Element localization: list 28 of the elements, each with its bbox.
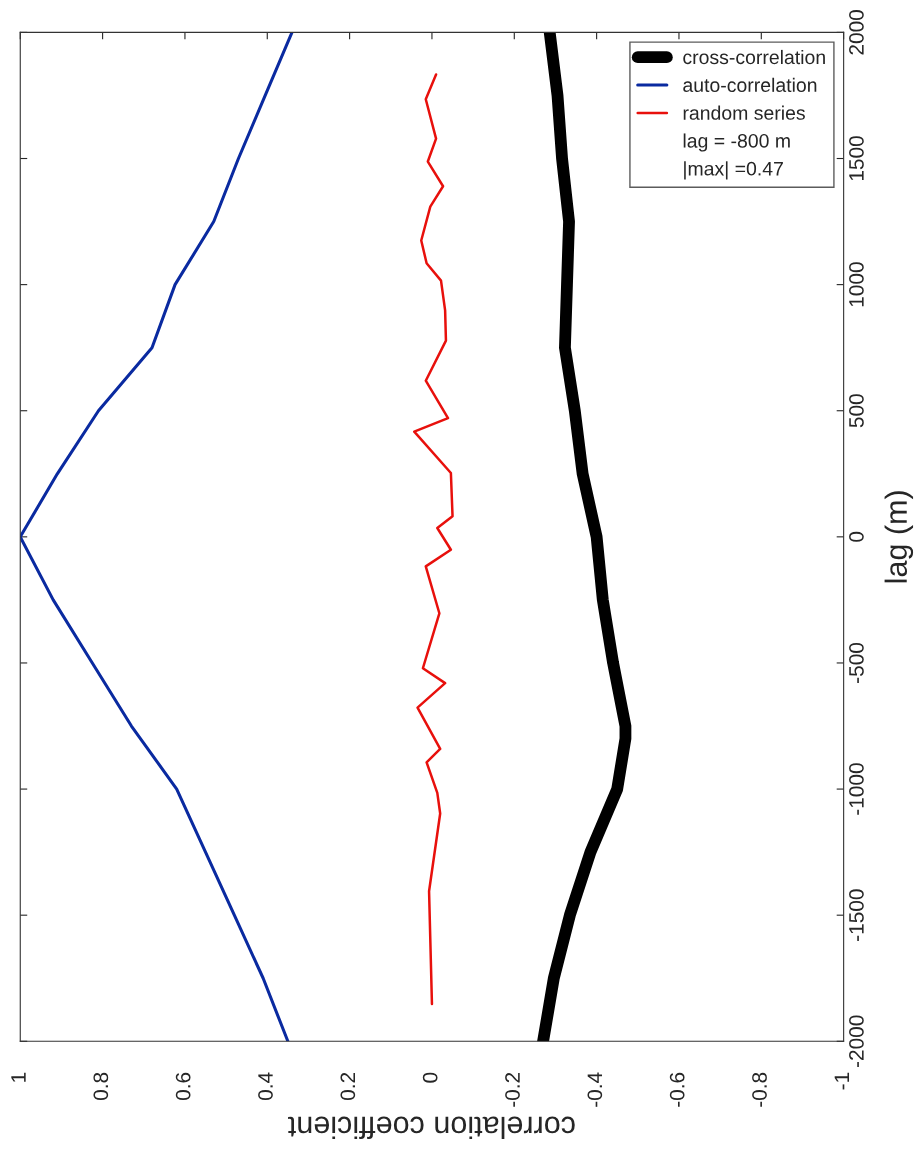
x-tick-label: -0.8 xyxy=(752,1072,767,1107)
y-tick-label: 1500 xyxy=(849,136,864,181)
x-tick-label: -0.4 xyxy=(587,1072,603,1107)
y-tick-label: 1000 xyxy=(849,262,864,307)
legend-label: auto-correlation xyxy=(683,77,817,93)
x-tick-label: 1 xyxy=(11,1072,26,1082)
legend-label: cross-correlation xyxy=(683,49,825,65)
y-tick-label: 500 xyxy=(849,394,864,428)
x-tick-label: 0.4 xyxy=(258,1072,273,1100)
y-tick-label: -1000 xyxy=(849,763,864,815)
x-tick-label: -0.2 xyxy=(505,1072,520,1107)
y-axis-title: lag (m) xyxy=(884,491,914,583)
y-tick-label: -1500 xyxy=(849,889,864,941)
x-tick-label: -1 xyxy=(834,1072,850,1090)
y-tick-label: 0 xyxy=(849,531,864,542)
line-series xyxy=(413,73,454,1006)
x-tick-label: 0.6 xyxy=(175,1072,191,1100)
legend-label: random series xyxy=(683,105,805,120)
y-tick-label: -2000 xyxy=(849,1015,864,1068)
x-axis-title: correlation coefficient xyxy=(288,1116,575,1140)
x-tick-label: 0.8 xyxy=(93,1072,109,1100)
y-tick-label: 2000 xyxy=(849,10,864,55)
annotation: lag = -800 m xyxy=(683,133,790,152)
x-tick-label: 0.2 xyxy=(340,1072,356,1100)
x-tick-label: -0.6 xyxy=(669,1072,685,1107)
y-tick-label: -500 xyxy=(849,642,864,683)
x-tick-label: 0 xyxy=(422,1072,438,1083)
annotation: |max| =0.47 xyxy=(684,161,783,180)
